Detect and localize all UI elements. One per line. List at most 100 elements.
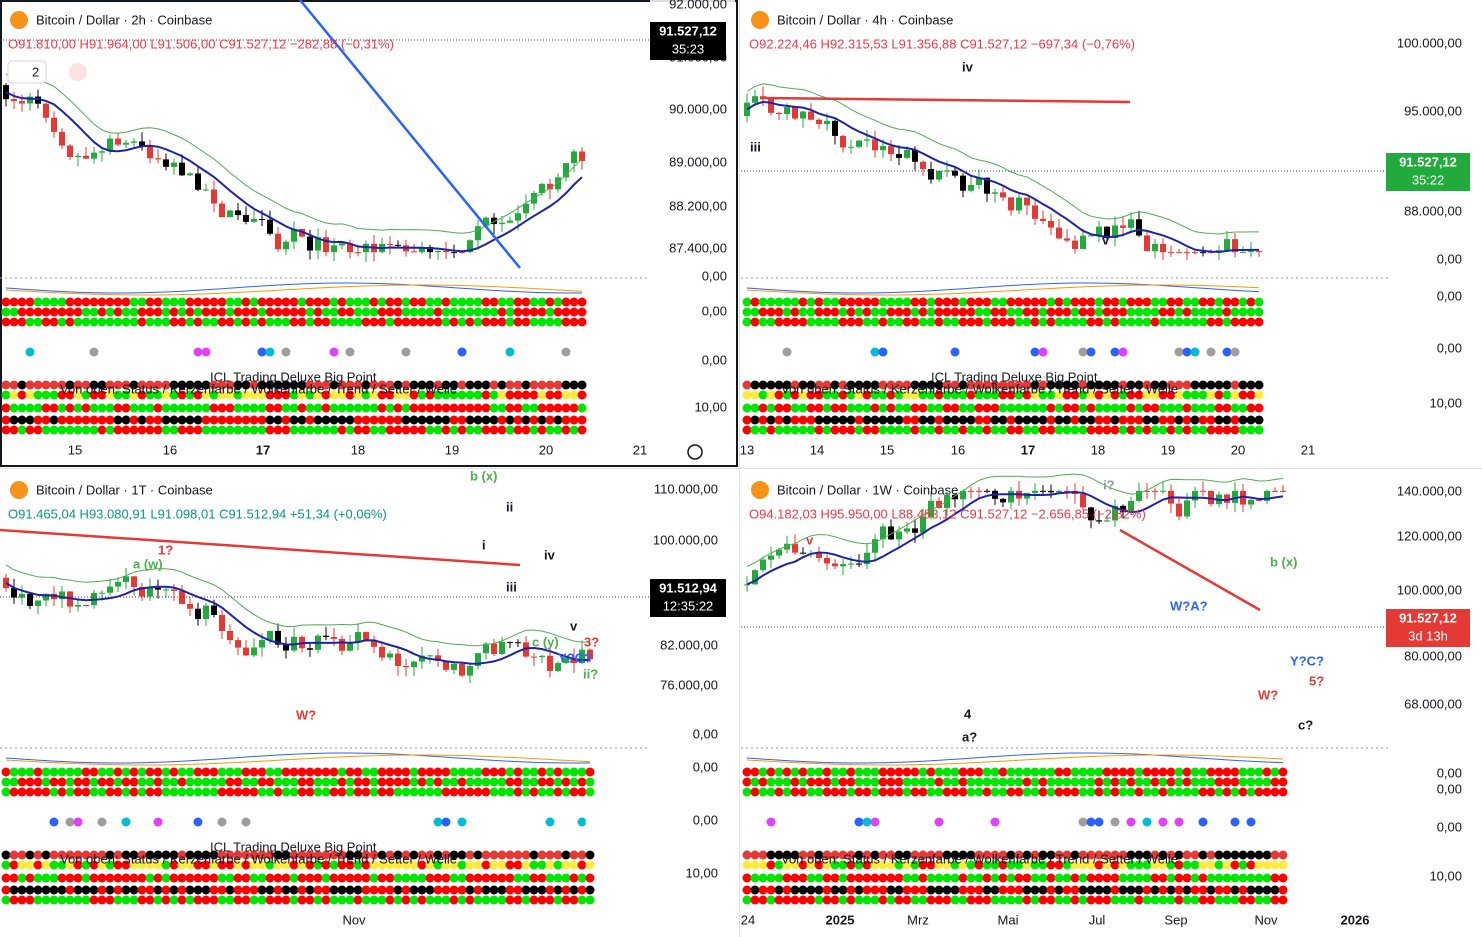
indicator-count[interactable]: 2 [32, 64, 39, 79]
indicator-dot [1054, 425, 1064, 435]
indicator-dot [217, 850, 227, 860]
symbol-title[interactable]: Bitcoin / Dollar · 2h · Coinbase [36, 12, 212, 27]
indicator-dot [345, 347, 355, 357]
candle [1208, 252, 1214, 254]
indicator-dot [129, 297, 139, 307]
indicator-dot [1014, 403, 1024, 413]
indicator-dot [862, 895, 872, 905]
price-tag-timer: 35:23 [672, 41, 705, 56]
indicator-dot [369, 777, 379, 787]
indicator-dot [265, 307, 275, 317]
indicator-dot [886, 390, 896, 400]
indicator-dot [41, 403, 51, 413]
candle [19, 101, 25, 104]
indicator-dot [233, 767, 243, 777]
indicator-dot [854, 787, 864, 797]
indicator-dot [153, 297, 163, 307]
indicator-dot [1070, 390, 1080, 400]
indicator-dot [321, 777, 331, 787]
indicator-dot [990, 307, 1000, 317]
indicator-dot [585, 895, 595, 905]
indicator-dot [910, 885, 920, 895]
indicator-dot [265, 817, 275, 827]
indicator-dot [537, 777, 547, 787]
indicator-dot [569, 380, 579, 390]
indicator-dot [129, 425, 139, 435]
indicator-dot [926, 380, 936, 390]
indicator-dot [1038, 307, 1048, 317]
price-tag-value: 91.527,12 [659, 23, 717, 38]
indicator-dot [465, 787, 475, 797]
indicator-dot [489, 787, 499, 797]
indicator-dot [33, 767, 43, 777]
indicator-dot [1014, 873, 1024, 883]
indicator-dot [505, 415, 515, 425]
indicator-dot [1030, 403, 1040, 413]
indicator-dot [806, 885, 816, 895]
indicator-dot [329, 860, 339, 870]
indicator-dot [846, 297, 856, 307]
indicator-dot [1230, 850, 1240, 860]
indicator-dot [950, 425, 960, 435]
indicator-dot [513, 415, 523, 425]
indicator-dot [73, 850, 83, 860]
indicator-dot [129, 850, 139, 860]
indicator-dot [822, 390, 832, 400]
indicator-dot [838, 317, 848, 327]
indicator-dot [241, 380, 251, 390]
indicator-dot [1070, 297, 1080, 307]
indicator-dot [878, 873, 888, 883]
indicator-dot [1078, 817, 1088, 827]
symbol-title[interactable]: Bitcoin / Dollar · 1W · Coinbase [777, 482, 958, 497]
indicator-dot [950, 895, 960, 905]
candle [880, 526, 886, 540]
indicator-dot [417, 885, 427, 895]
indicator-dot [1126, 817, 1136, 827]
indicator-dot [1134, 895, 1144, 905]
indicator-dot [417, 860, 427, 870]
indicator-dot [73, 767, 83, 777]
indicator-dot [910, 860, 920, 870]
indicator-dot [433, 895, 443, 905]
indicator-dot [505, 425, 515, 435]
indicator-dot [998, 297, 1008, 307]
indicator-dot [409, 885, 419, 895]
indicator-dot [297, 390, 307, 400]
indicator-dot [145, 307, 155, 317]
wave-label: ii? [583, 666, 598, 681]
indicator-dot [505, 895, 515, 905]
indicator-dot [257, 767, 267, 777]
indicator-dot [65, 777, 75, 787]
indicator-dot [1158, 787, 1168, 797]
indicator-dot [441, 885, 451, 895]
indicator-dot [766, 297, 776, 307]
wave-label: 3? [584, 634, 599, 649]
indicator-dot [529, 787, 539, 797]
indicator-dot [1142, 317, 1152, 327]
indicator-dot [1142, 873, 1152, 883]
indicator-dot [1214, 895, 1224, 905]
indicator-toggle[interactable] [7, 60, 47, 84]
indicator-dot [465, 895, 475, 905]
indicator-dot [449, 380, 459, 390]
indicator-dot [105, 403, 115, 413]
indicator-dot [113, 390, 123, 400]
candle [523, 642, 529, 657]
indicator-dot [894, 415, 904, 425]
indicator-dot [870, 347, 880, 357]
indicator-dot [1238, 403, 1248, 413]
indicator-dot [113, 297, 123, 307]
candle [491, 217, 497, 225]
indicator-dot [473, 895, 483, 905]
indicator-dot [1190, 850, 1200, 860]
settings-icon[interactable] [687, 444, 703, 460]
indicator-dot [958, 380, 968, 390]
indicator-dot [886, 873, 896, 883]
indicator-dot [846, 390, 856, 400]
indicator-dot [1102, 390, 1112, 400]
indicator-dot [537, 380, 547, 390]
indicator-dot [766, 817, 776, 827]
symbol-title[interactable]: Bitcoin / Dollar · 1T · Coinbase [36, 482, 213, 497]
time-label: 15 [68, 442, 82, 457]
symbol-title[interactable]: Bitcoin / Dollar · 4h · Coinbase [777, 12, 953, 27]
